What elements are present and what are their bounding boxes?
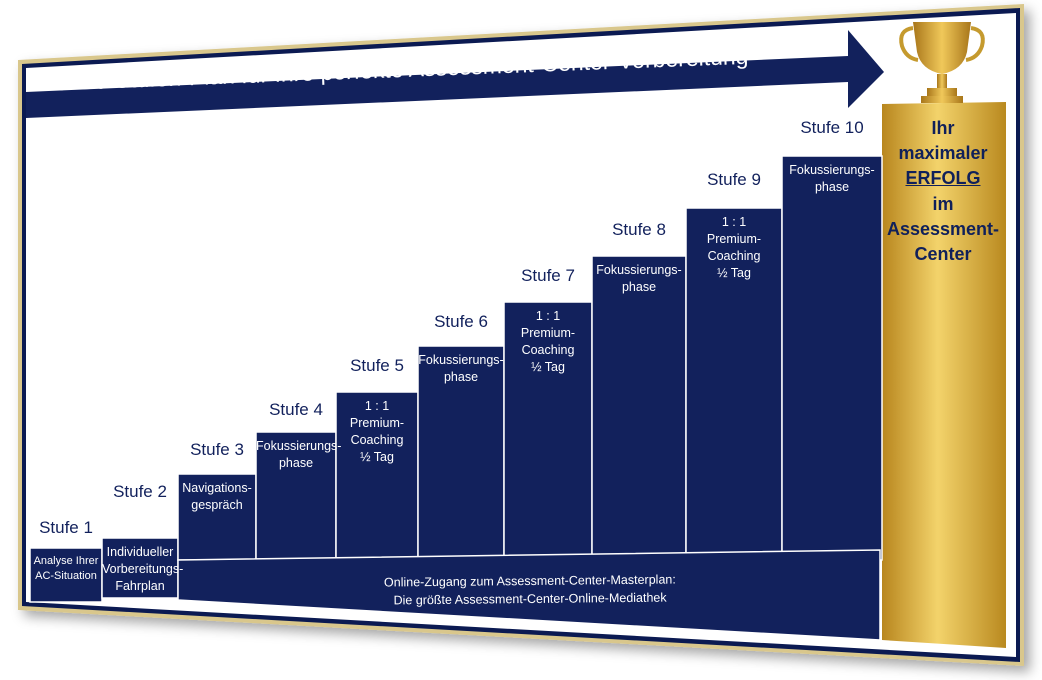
step-title-4: Stufe 4 [269, 400, 323, 419]
base-platform [177, 549, 881, 641]
title-arrow [26, 30, 884, 118]
step-text-7: 1 : 1 Premium- Coaching ½ Tag [520, 309, 576, 374]
step-block-9 [685, 207, 783, 561]
step-text-8: Fokussierungs- phase [596, 263, 682, 294]
step-title-9: Stufe 9 [707, 170, 761, 189]
goal-line-3: ERFOLG [884, 166, 1002, 191]
steps-layer [29, 155, 883, 603]
goal-line-5: Assessment- [886, 218, 1000, 239]
step-text-1: Analyse Ihrer AC-Situation [33, 555, 99, 582]
goal-column [882, 102, 1006, 648]
step-block-3 [177, 473, 257, 561]
step-block-4 [255, 431, 337, 561]
step-title-6: Stufe 6 [434, 312, 488, 331]
step-text-3: Navigations- gespräch [182, 481, 252, 512]
step-block-8 [591, 255, 687, 561]
step-block-2 [101, 537, 179, 599]
goal-line-4: im [932, 193, 954, 214]
step-block-7 [503, 301, 593, 561]
goal-line-6: Center [914, 243, 972, 264]
goal-highlight: ERFOLG [905, 168, 981, 189]
goal-text: Ihr maximaler ERFOLG im Assessment- Cent… [884, 116, 1002, 267]
base-label: Online-Zugang zum Assessment-Center-Mast… [180, 569, 880, 611]
step-title-7: Stufe 7 [521, 266, 575, 285]
step-title-2: Stufe 2 [113, 482, 167, 501]
step-text-9: 1 : 1 Premium- Coaching ½ Tag [706, 215, 762, 280]
step-text-10: Fokussierungs- phase [789, 163, 875, 194]
trophy-icon [899, 22, 985, 103]
step-title-5: Stufe 5 [350, 356, 404, 375]
step-block-10 [781, 155, 883, 561]
step-title-10: Stufe 10 [800, 118, 864, 137]
step-text-5: 1 : 1 Premium- Coaching ½ Tag [349, 399, 405, 464]
goal-line-1: Ihr [931, 118, 955, 138]
step-text-6: Fokussierungs- phase [418, 353, 504, 384]
step-title-1: Stufe 1 [39, 518, 93, 537]
goal-line-2: maximaler [898, 143, 988, 164]
step-block-1 [29, 547, 103, 603]
step-title-8: Stufe 8 [612, 220, 666, 239]
step-text-2: Individueller Vorbereitungs- Fahrplan [102, 545, 184, 593]
step-text-4: Fokussierungs- phase [256, 439, 342, 470]
step-title-3: Stufe 3 [190, 440, 244, 459]
